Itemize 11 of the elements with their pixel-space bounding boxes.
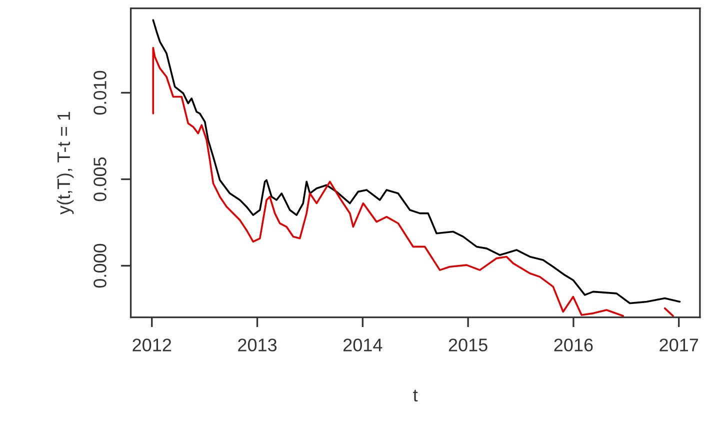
x-tick-label: 2017: [660, 338, 698, 352]
y-tick-label: 0.005: [94, 157, 106, 202]
x-tick-label: 2013: [238, 338, 277, 352]
x-tick-label: 2012: [132, 338, 172, 352]
y-tick-label: 0.010: [94, 70, 106, 115]
y-tick-label: 0.000: [94, 244, 106, 288]
x-tick-label: 2016: [554, 338, 593, 352]
y-axis-title: y(t,T), T-t = 1: [56, 112, 74, 215]
x-tick-label: 2015: [448, 338, 488, 352]
x-tick-label: 2014: [343, 338, 382, 352]
x-axis-title: t: [413, 390, 418, 402]
